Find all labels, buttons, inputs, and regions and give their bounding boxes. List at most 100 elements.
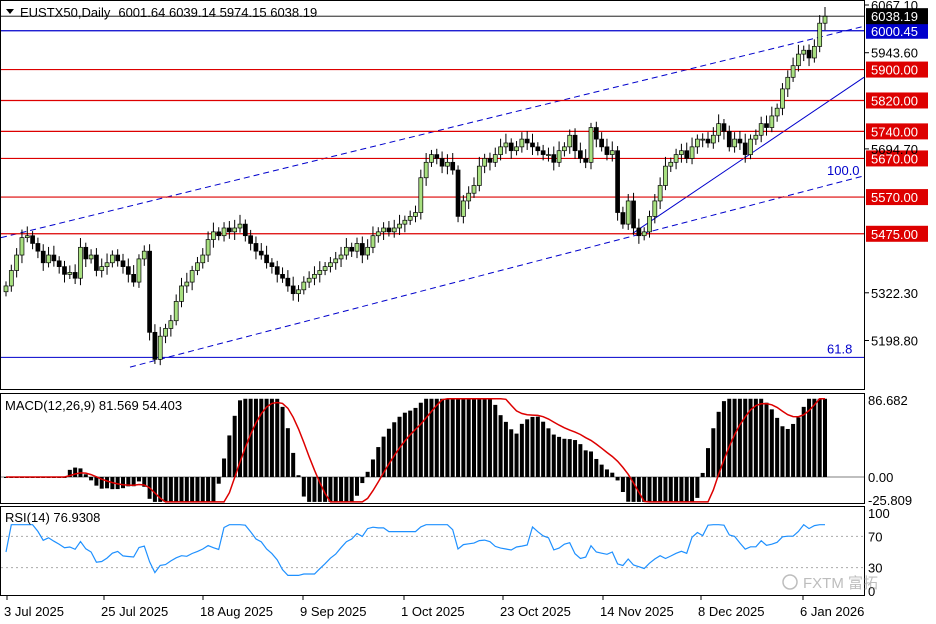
macd-bar (259, 398, 264, 477)
macd-bar (136, 477, 141, 482)
candle-body (593, 127, 599, 140)
rsi-tick-label: 100 (868, 506, 890, 521)
macd-bar (807, 398, 812, 477)
candle-body (796, 53, 801, 67)
level-tag-5740.00 (866, 123, 928, 140)
candle-body (147, 250, 152, 333)
macd-bar (73, 467, 78, 477)
macd-bar (222, 458, 227, 477)
candle-body (482, 158, 487, 167)
candle-body (67, 272, 73, 275)
macd-bar (583, 450, 588, 477)
fib-label-61.8: 61.8 (827, 341, 852, 356)
candle-body (439, 158, 445, 167)
macd-bar (275, 398, 280, 477)
macd-bar (716, 411, 721, 477)
candle-body (737, 138, 743, 144)
candle-body (652, 200, 658, 217)
symbol-menu-icon[interactable] (6, 9, 14, 14)
channel-lower-line (129, 175, 865, 368)
macd-bar (168, 477, 173, 502)
macd-bar (562, 438, 567, 477)
price-panel-frame (0, 0, 865, 390)
macd-bar (360, 477, 365, 484)
candle-body (248, 235, 253, 244)
candle-body (375, 231, 381, 237)
candle-body (35, 243, 41, 252)
macd-bar (551, 434, 556, 477)
macd-bar (525, 419, 530, 477)
macd-bar (248, 398, 253, 477)
candle-body (710, 134, 716, 144)
candle-body (461, 200, 466, 217)
macd-bar (775, 417, 780, 477)
macd-bar (445, 398, 450, 477)
macd-bar (163, 477, 168, 502)
candle-body (535, 146, 541, 152)
candle-body (83, 246, 89, 260)
macd-bar (83, 474, 88, 477)
macd-bar (408, 410, 413, 477)
candle-body (88, 254, 94, 260)
macd-bar (131, 477, 136, 487)
macd-bar (695, 477, 700, 498)
macd-bar (589, 451, 593, 477)
macd-bar (280, 406, 285, 477)
macd-bar (312, 477, 317, 502)
candle-body (514, 146, 519, 152)
macd-bar (658, 477, 663, 502)
macd-bar (477, 398, 482, 477)
macd-bar (227, 435, 232, 477)
candle-body (732, 138, 737, 148)
macd-bar (663, 477, 668, 502)
x-tick-label: 3 Jul 2025 (4, 604, 64, 619)
macd-panel-frame (0, 393, 865, 504)
candle-body (391, 227, 397, 233)
macd-bar (376, 447, 381, 477)
price-tick-label: 5943.60 (871, 46, 918, 61)
candle-body (599, 138, 604, 148)
macd-bar (679, 477, 684, 502)
candle-body (423, 161, 429, 179)
candle-body (306, 277, 312, 283)
macd-bar (392, 422, 397, 477)
macd-bar (573, 440, 578, 477)
candle-body (402, 219, 408, 225)
candle-body (386, 227, 392, 233)
candle-body (567, 134, 573, 148)
candle-body (636, 227, 642, 237)
candle-body (72, 272, 78, 279)
candle-body (115, 254, 121, 262)
candle-body (695, 138, 700, 148)
candle-body (125, 266, 131, 275)
macd-bar (317, 477, 322, 502)
macd-bar (578, 444, 583, 477)
macd-bar (594, 458, 599, 477)
macd-bar (748, 398, 753, 477)
macd-bar (823, 398, 827, 477)
macd-bar (296, 475, 301, 477)
macd-bar (105, 477, 110, 489)
macd-bar (509, 429, 514, 477)
candle-body (211, 231, 216, 240)
macd-bar (690, 477, 695, 502)
candle-body (455, 169, 461, 217)
rsi-tick-label: 30 (868, 561, 882, 576)
macd-bar (503, 421, 508, 477)
macd-bar (238, 400, 242, 477)
candle-body (195, 262, 200, 271)
candle-body (184, 281, 190, 287)
macd-bar (370, 459, 375, 477)
candle-body (700, 138, 706, 141)
macd-bar (429, 398, 434, 477)
macd-bar (232, 415, 237, 477)
candle-body (822, 15, 828, 24)
candle-body (285, 277, 291, 287)
candle-body (110, 254, 115, 264)
level-tag-5670.00 (866, 150, 928, 167)
macd-bar (791, 423, 796, 477)
level-tag-text: 5820.00 (871, 93, 918, 108)
candle-body (508, 142, 514, 152)
macd-bar (753, 398, 758, 477)
price-tick-label: 5694.70 (871, 142, 918, 157)
